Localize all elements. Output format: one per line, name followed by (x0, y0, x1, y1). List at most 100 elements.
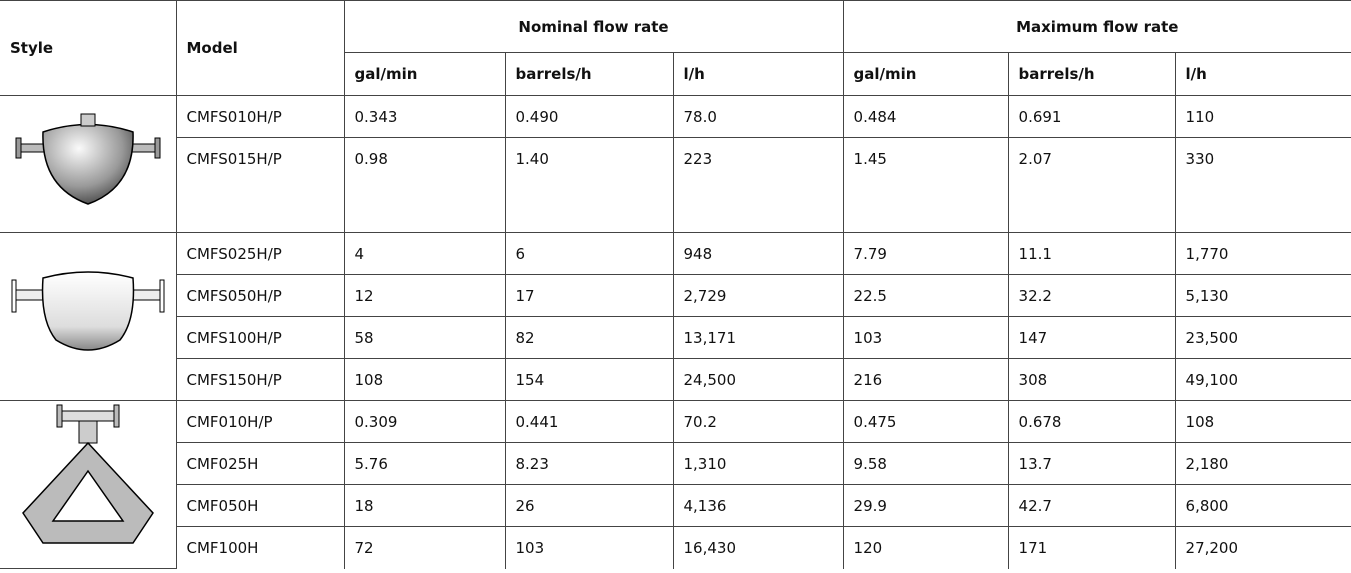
value-cell: 7.79 (842, 232, 1009, 275)
value-cell: 9.58 (842, 442, 1009, 485)
value-cell: 0.490 (504, 95, 674, 138)
value-cell: 24,500 (672, 358, 844, 401)
value-cell: 948 (672, 232, 844, 275)
unit-header: barrels/h (1007, 52, 1176, 96)
unit-header: gal/min (842, 52, 1009, 96)
value-cell: 72 (343, 526, 506, 569)
value-cell: 8.23 (504, 442, 674, 485)
value-cell: 42.7 (1007, 484, 1176, 527)
value-cell: 2.07 (1007, 137, 1176, 233)
value-cell: 11.1 (1007, 232, 1176, 275)
value-cell: 147 (1007, 316, 1176, 359)
value-cell: 2,729 (672, 274, 844, 317)
value-cell: 108 (1174, 400, 1351, 443)
value-cell: 110 (1174, 95, 1351, 138)
value-cell: 13.7 (1007, 442, 1176, 485)
header-cell: Style (0, 0, 177, 96)
value-cell: 12 (343, 274, 506, 317)
table-row: CMFS010H/P 0.343 0.490 78.0 0.484 0.691 110 (0, 95, 1351, 233)
table-row: CMFS100H/P 58 82 13,171 103 147 23,500 (0, 316, 1351, 359)
meter-image (11, 270, 165, 351)
value-cell: 216 (842, 358, 1009, 401)
value-cell: 103 (504, 526, 674, 569)
model-cell: CMFS015H/P (176, 137, 345, 233)
value-cell: 5,130 (1174, 274, 1351, 317)
table-row: CMF050H 18 26 4,136 29.9 42.7 6,800 (0, 484, 1351, 527)
value-cell: 223 (672, 137, 844, 233)
value-cell: 154 (504, 358, 674, 401)
unit-header: l/h (1174, 52, 1351, 96)
value-cell: 0.309 (343, 400, 506, 443)
value-cell: 27,200 (1174, 526, 1351, 569)
model-cell: CMFS010H/P (175, 95, 345, 138)
value-cell: 308 (1007, 358, 1176, 401)
value-cell: 29.9 (842, 484, 1009, 527)
value-cell: 0.98 (343, 137, 506, 233)
value-cell: 120 (842, 526, 1009, 569)
value-cell: 82 (504, 316, 674, 359)
header-cell: Model (175, 0, 345, 96)
unit-header: barrels/h (504, 52, 674, 96)
model-cell: CMF050H (176, 484, 345, 527)
value-cell: 23,500 (1174, 316, 1351, 359)
unit-header: l/h (672, 52, 844, 96)
unit-header: gal/min (344, 52, 506, 96)
value-cell: 6,800 (1174, 484, 1351, 527)
value-cell: 330 (1174, 137, 1351, 233)
model-cell: CMF100H (176, 526, 345, 569)
value-cell: 0.475 (842, 400, 1009, 443)
value-cell: 13,171 (672, 316, 844, 359)
table-header: Style Model Nominal flow rate Maximum fl… (0, 0, 1351, 96)
table-row: CMFS050H/P 12 17 2,729 22.5 32.2 5,130 (0, 274, 1351, 317)
table-row: CMFS150H/P 108 154 24,500 216 308 49,100 (0, 358, 1351, 401)
style-cell (0, 400, 177, 569)
table-row: CMFS015H/P 0.98 1.40 223 1.45 2.07 330 (0, 137, 1351, 233)
value-cell: 0.343 (343, 95, 506, 138)
header-row: Style Model Nominal flow rate Maximum fl… (0, 0, 1351, 96)
value-cell: 17 (504, 274, 674, 317)
value-cell: 1,770 (1174, 232, 1351, 275)
table-row: CMFS025H/P 4 6 948 7.79 11.1 1,770 (0, 232, 1351, 401)
model-cell: CMF010H/P (175, 400, 345, 443)
model-cell: CMFS100H/P (176, 316, 345, 359)
value-cell: 171 (1007, 526, 1176, 569)
style-cell (0, 232, 177, 401)
table-body: CMFS010H/P 0.343 0.490 78.0 0.484 0.691 110 CMF… (0, 95, 1351, 569)
value-cell: 0.678 (1007, 400, 1176, 443)
value-cell: 18 (343, 484, 506, 527)
value-cell: 0.484 (842, 95, 1009, 138)
value-cell: 4,136 (672, 484, 844, 527)
value-cell: 1.40 (504, 137, 674, 233)
table-row: CMF010H/P 0.309 0.441 70.2 0.475 0.678 108 (0, 400, 1351, 569)
value-cell: 1,310 (672, 442, 844, 485)
value-cell: 6 (504, 232, 674, 275)
value-cell: 2,180 (1174, 442, 1351, 485)
meter-image (15, 113, 161, 205)
value-cell: 108 (343, 358, 506, 401)
group-header: Maximum flow rate (842, 0, 1351, 53)
value-cell: 5.76 (343, 442, 506, 485)
model-cell: CMFS150H/P (176, 358, 345, 401)
value-cell: 0.691 (1007, 95, 1176, 138)
value-cell: 26 (504, 484, 674, 527)
value-cell: 16,430 (672, 526, 844, 569)
table-row: CMF025H 5.76 8.23 1,310 9.58 13.7 2,180 (0, 442, 1351, 485)
value-cell: 0.441 (504, 400, 674, 443)
meter-image (21, 404, 154, 544)
table-row: CMF100H 72 103 16,430 120 171 27,200 (0, 526, 1351, 569)
value-cell: 22.5 (842, 274, 1009, 317)
model-cell: CMF025H (176, 442, 345, 485)
value-cell: 1.45 (842, 137, 1009, 233)
value-cell: 58 (343, 316, 506, 359)
value-cell: 70.2 (672, 400, 844, 443)
model-cell: CMFS050H/P (176, 274, 345, 317)
model-cell: CMFS025H/P (175, 232, 345, 275)
value-cell: 32.2 (1007, 274, 1176, 317)
group-header: Nominal flow rate (343, 0, 844, 53)
value-cell: 78.0 (672, 95, 844, 138)
style-cell (0, 95, 177, 233)
value-cell: 49,100 (1174, 358, 1351, 401)
